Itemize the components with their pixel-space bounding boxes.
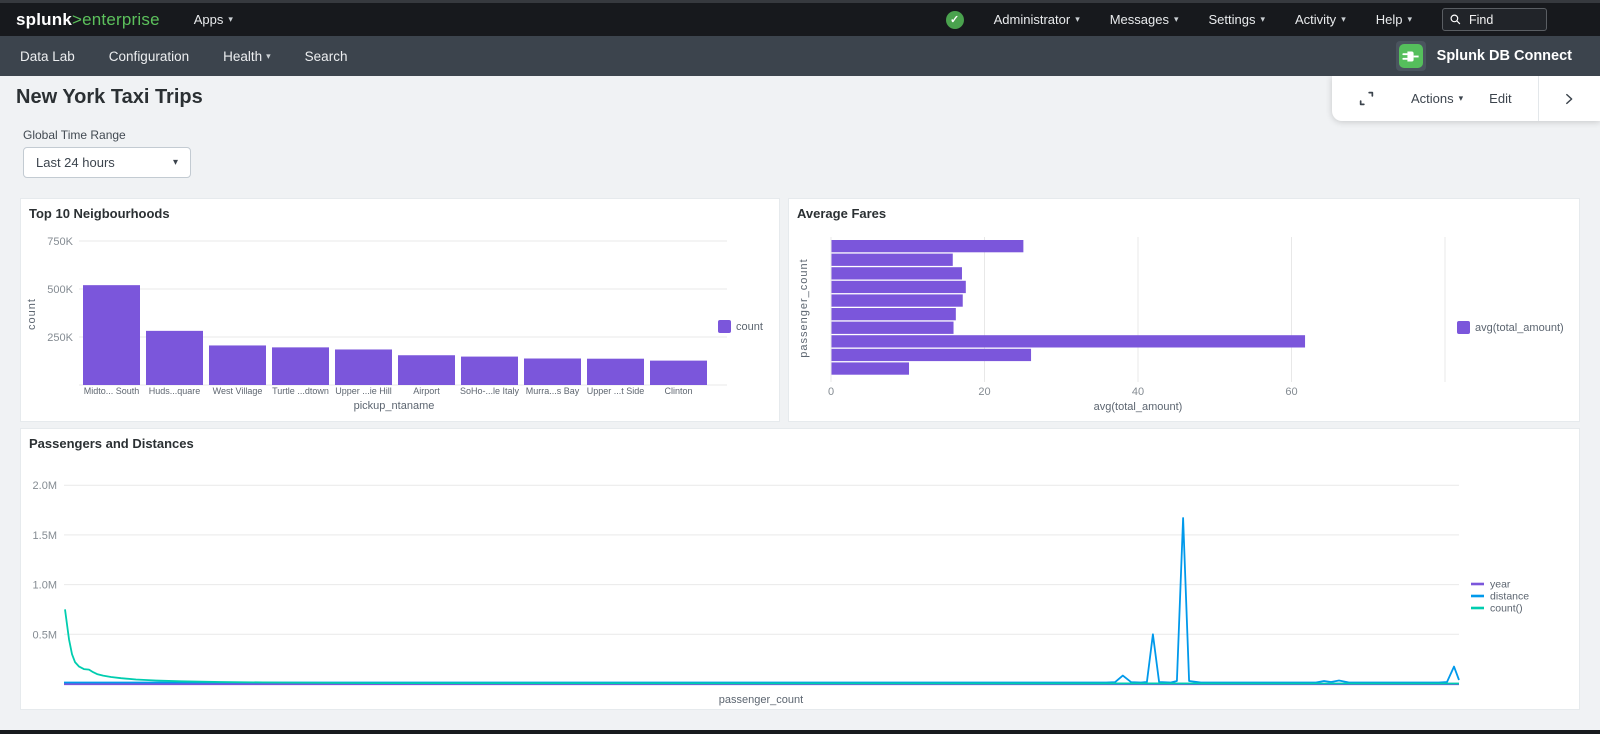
svg-text:40: 40 (1132, 386, 1144, 398)
app-navbar: Data Lab Configuration Health ▾ Search S… (0, 36, 1600, 76)
chevron-down-icon: ▾ (1407, 14, 1412, 24)
svg-text:distance: distance (1490, 591, 1529, 603)
nav-activity-label: Activity (1295, 12, 1337, 27)
svg-text:West Village: West Village (213, 386, 263, 396)
chevron-down-icon: ▾ (1075, 14, 1080, 24)
svg-text:1.5M: 1.5M (33, 530, 57, 542)
svg-text:1.0M: 1.0M (33, 580, 57, 592)
svg-text:avg(total_amount): avg(total_amount) (1094, 401, 1183, 413)
nav-administrator-label: Administrator (993, 12, 1071, 27)
dashboard-content: Actions ▾ Edit New York Taxi Trips Globa… (0, 76, 1600, 734)
nav-help-menu[interactable]: Help ▾ (1376, 12, 1412, 27)
tab-health-label: Health (223, 48, 263, 64)
panel-title: Top 10 Neigbourhoods (29, 206, 170, 221)
svg-text:pickup_ntaname: pickup_ntaname (354, 400, 435, 412)
find-input[interactable] (1467, 11, 1539, 28)
svg-text:count(): count() (1490, 603, 1523, 615)
actions-button-label: Actions (1411, 91, 1454, 106)
panel-title: Average Fares (797, 206, 887, 221)
svg-text:Murra...s Bay: Murra...s Bay (526, 386, 580, 396)
chevron-down-icon: ▾ (1173, 14, 1179, 24)
bottom-edge-strip (0, 730, 1600, 734)
tab-configuration[interactable]: Configuration (109, 49, 189, 64)
chevron-down-icon: ▾ (266, 50, 271, 61)
svg-text:250K: 250K (47, 332, 73, 344)
svg-text:20: 20 (978, 386, 990, 398)
app-name: Splunk DB Connect (1436, 48, 1572, 64)
action-bar-divider (1537, 76, 1539, 121)
time-range-value: Last 24 hours (36, 155, 115, 170)
nav-settings-menu[interactable]: Settings ▾ (1209, 12, 1266, 27)
chevron-right-button[interactable] (1539, 92, 1600, 106)
chevron-down-icon: ▾ (1458, 93, 1464, 103)
svg-text:passenger_count: passenger_count (798, 258, 810, 357)
nav-messages-menu[interactable]: Messages ▾ (1110, 12, 1179, 27)
svg-text:500K: 500K (47, 284, 73, 296)
tab-data-lab-label: Data Lab (20, 48, 75, 64)
tab-search-label: Search (304, 48, 348, 64)
svg-text:count: count (26, 298, 38, 330)
time-range-dropdown[interactable]: Last 24 hours ▾ (23, 147, 191, 178)
page-title: New York Taxi Trips (16, 86, 203, 108)
top-navbar-left: splunk>enterprise Apps ▾ (16, 10, 233, 30)
splunk-enterprise-text: >enterprise (72, 9, 160, 29)
top10-neighbourhoods-bar-chart[interactable]: 250K 500K 750K Midto... South Huds...quare We… (21, 225, 781, 421)
global-time-range-label: Global Time Range (23, 128, 126, 142)
svg-text:passenger_count: passenger_count (719, 694, 803, 706)
plug-icon (1398, 44, 1423, 68)
svg-text:Turtle ...dtown: Turtle ...dtown (272, 386, 329, 396)
chevron-down-icon: ▾ (228, 14, 233, 24)
tab-search[interactable]: Search (305, 49, 348, 64)
dashboard-action-bar: Actions ▾ Edit (1332, 76, 1600, 121)
svg-text:60: 60 (1285, 386, 1297, 398)
panel-title: Passengers and Distances (29, 436, 194, 451)
svg-text:SoHo-...le Italy: SoHo-...le Italy (460, 386, 520, 396)
nav-activity-menu[interactable]: Activity ▾ (1295, 12, 1346, 27)
svg-text:Midto... South: Midto... South (84, 386, 140, 396)
top-navbar-right: ✓ Administrator ▾ Messages ▾ Settings ▾ … (945, 8, 1600, 31)
health-check-icon[interactable]: ✓ (945, 10, 964, 29)
splunk-logo[interactable]: splunk>enterprise (16, 10, 160, 30)
panel-passengers-distances: Passengers and Distances 0.5M 1.0M 1.5M 2.0… (20, 428, 1580, 710)
chevron-down-icon: ▾ (1341, 14, 1346, 24)
svg-text:Huds...quare: Huds...quare (149, 386, 201, 396)
fullscreen-icon[interactable] (1358, 90, 1375, 107)
svg-text:750K: 750K (47, 236, 73, 248)
svg-text:0.5M: 0.5M (33, 629, 57, 641)
chevron-down-icon: ▾ (172, 156, 178, 168)
tab-data-lab[interactable]: Data Lab (20, 49, 75, 64)
svg-text:Upper ...ie Hill: Upper ...ie Hill (335, 386, 392, 396)
nav-messages-label: Messages (1109, 12, 1169, 27)
svg-text:Airport: Airport (413, 386, 440, 396)
app-tabs: Data Lab Configuration Health ▾ Search (20, 49, 347, 64)
nav-settings-label: Settings (1208, 12, 1256, 27)
nav-apps-menu[interactable]: Apps ▾ (194, 12, 233, 27)
svg-text:2.0M: 2.0M (33, 480, 57, 492)
nav-help-label: Help (1375, 12, 1403, 27)
edit-button-label: Edit (1489, 91, 1512, 106)
svg-text:Upper ...t Side: Upper ...t Side (587, 386, 645, 396)
edit-button[interactable]: Edit (1489, 91, 1511, 106)
find-search-box[interactable] (1442, 8, 1547, 31)
svg-text:avg(total_amount): avg(total_amount) (1475, 322, 1564, 334)
svg-text:count: count (736, 321, 763, 333)
panel-top10-neighbourhoods: Top 10 Neigbourhoods 250K 500K 750K Midto..… (20, 198, 780, 422)
app-identity: Splunk DB Connect (1395, 41, 1572, 71)
top-navbar: splunk>enterprise Apps ▾ ✓ Administrator… (0, 0, 1600, 36)
tab-configuration-label: Configuration (108, 48, 190, 64)
tab-health[interactable]: Health ▾ (223, 49, 271, 64)
chevron-down-icon: ▾ (1260, 14, 1266, 24)
svg-text:0: 0 (828, 386, 834, 398)
splunk-logo-text: splunk (16, 9, 72, 29)
search-icon (1450, 14, 1461, 25)
svg-text:Clinton: Clinton (664, 386, 692, 396)
panel-average-fares: Average Fares 0 20 40 60 avg(total_amount) pa… (788, 198, 1580, 422)
passengers-distances-line-chart[interactable]: 0.5M 1.0M 1.5M 2.0M passenger_count yeardista… (21, 457, 1581, 709)
db-connect-app-icon (1395, 41, 1426, 71)
svg-text:year: year (1490, 579, 1511, 591)
actions-button[interactable]: Actions ▾ (1411, 91, 1463, 106)
nav-apps-label: Apps (193, 12, 224, 27)
nav-administrator-menu[interactable]: Administrator ▾ (994, 12, 1080, 27)
